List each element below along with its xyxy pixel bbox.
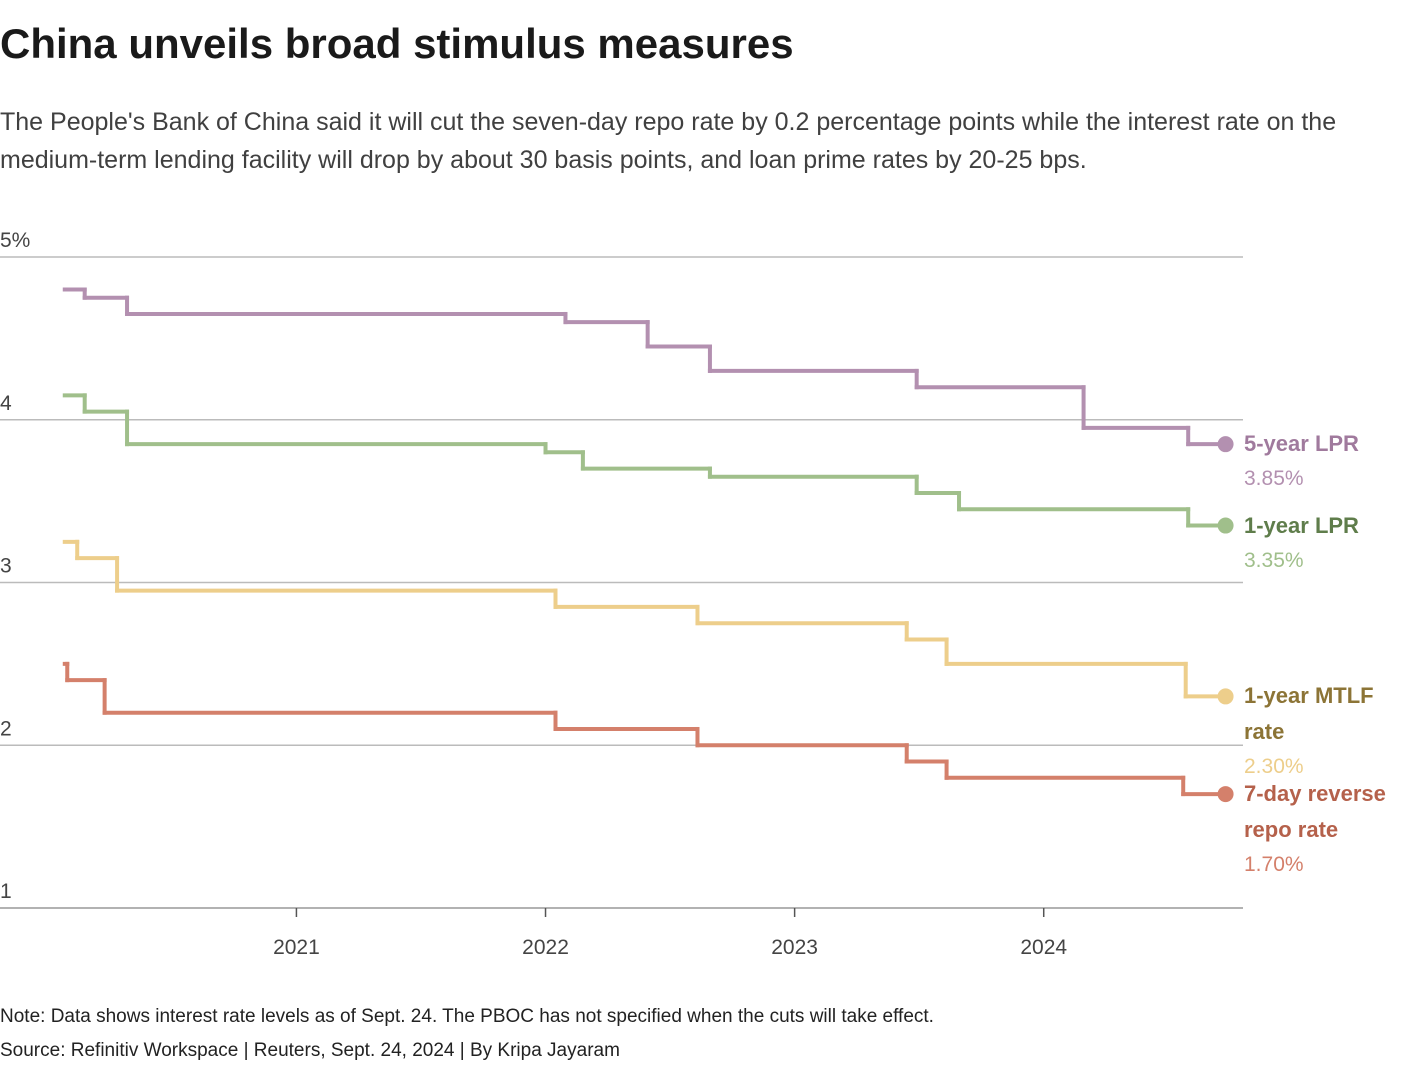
series-name: 1-year LPR <box>1244 512 1359 538</box>
series-label: 1-year LPR 3.35% <box>1244 508 1420 578</box>
end-point <box>1217 688 1234 705</box>
chart-title: China unveils broad stimulus measures <box>0 20 794 67</box>
y-tick-label: 2 <box>0 717 12 740</box>
source: Source: Refinitiv Workspace | Reuters, S… <box>0 1040 620 1061</box>
y-tick-label: 3 <box>0 555 12 578</box>
series-label: 7-day reverse repo rate 1.70% <box>1244 776 1420 882</box>
series <box>62 661 1234 803</box>
series-name: 7-day reverse repo rate <box>1244 781 1386 843</box>
chart-subtitle: The People's Bank of China said it will … <box>0 108 1337 174</box>
note: Note: Data shows interest rate levels as… <box>0 1006 934 1027</box>
x-tick-label: 2024 <box>1020 936 1067 959</box>
series <box>62 393 1234 534</box>
x-tick-label: 2023 <box>771 936 818 959</box>
end-value-label: 2.30% <box>1244 755 1304 779</box>
end-point <box>1217 517 1234 534</box>
end-point <box>1217 786 1234 803</box>
end-value-label: 1.70% <box>1244 853 1304 877</box>
end-point <box>1217 436 1234 453</box>
series-label: 1-year MTLF rate 2.30% <box>1244 678 1420 784</box>
series-name: 5-year LPR <box>1244 431 1359 457</box>
x-tick-label: 2021 <box>273 936 320 959</box>
end-value-label: 3.85% <box>1244 467 1304 491</box>
end-value-label: 3.35% <box>1244 548 1304 572</box>
series <box>62 287 1234 453</box>
y-tick-label: 1 <box>0 880 12 903</box>
y-tick-label: 4 <box>0 392 12 415</box>
series-name: 1-year MTLF rate <box>1244 683 1374 745</box>
series <box>62 539 1234 705</box>
y-tick-label: 5% <box>0 229 30 252</box>
series-label: 5-year LPR 3.85% <box>1244 426 1420 496</box>
x-tick-label: 2022 <box>522 936 569 959</box>
